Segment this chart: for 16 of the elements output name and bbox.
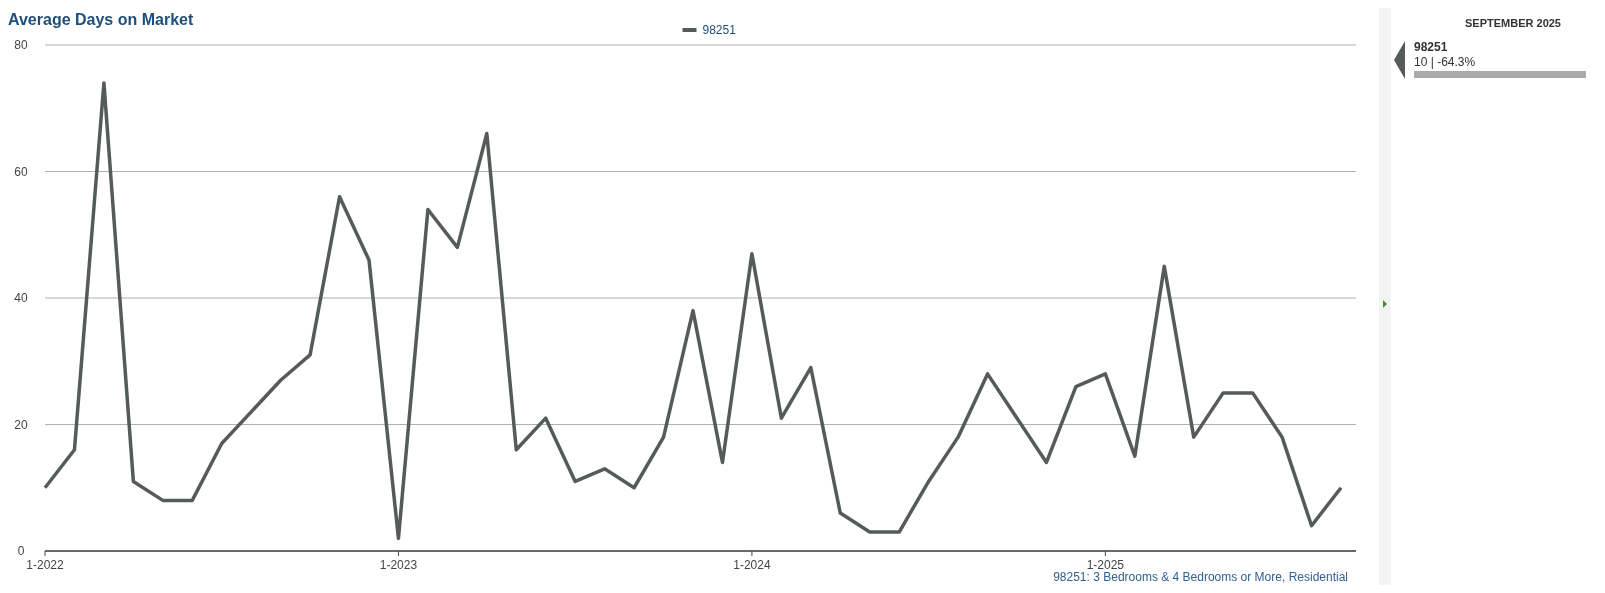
chart-title: Average Days on Market: [8, 11, 194, 28]
text: SEPTEMBER 2025: [1465, 17, 1561, 29]
text: 10 | -64.3%: [1414, 55, 1476, 69]
x-tick-label: 1-2022: [26, 558, 64, 572]
y-tick-label: 20: [14, 417, 28, 432]
x-tick-label: 1-2023: [379, 558, 418, 572]
y-tick-label: 0: [17, 544, 25, 558]
text: 98251: 3 Bedrooms & 4 Bedrooms or More, Residential: [1053, 570, 1348, 584]
y-tick-label: 60: [14, 164, 28, 179]
text: 98251: [1414, 40, 1448, 54]
y-tick-label: 80: [14, 38, 28, 52]
line-series: [43, 81, 1343, 541]
x-tick-label: 1-2025: [1086, 558, 1125, 572]
legend-label: 98251: [702, 23, 737, 37]
x-tick-label: 1-2024: [733, 558, 771, 572]
y-tick-label: 40: [14, 291, 28, 305]
